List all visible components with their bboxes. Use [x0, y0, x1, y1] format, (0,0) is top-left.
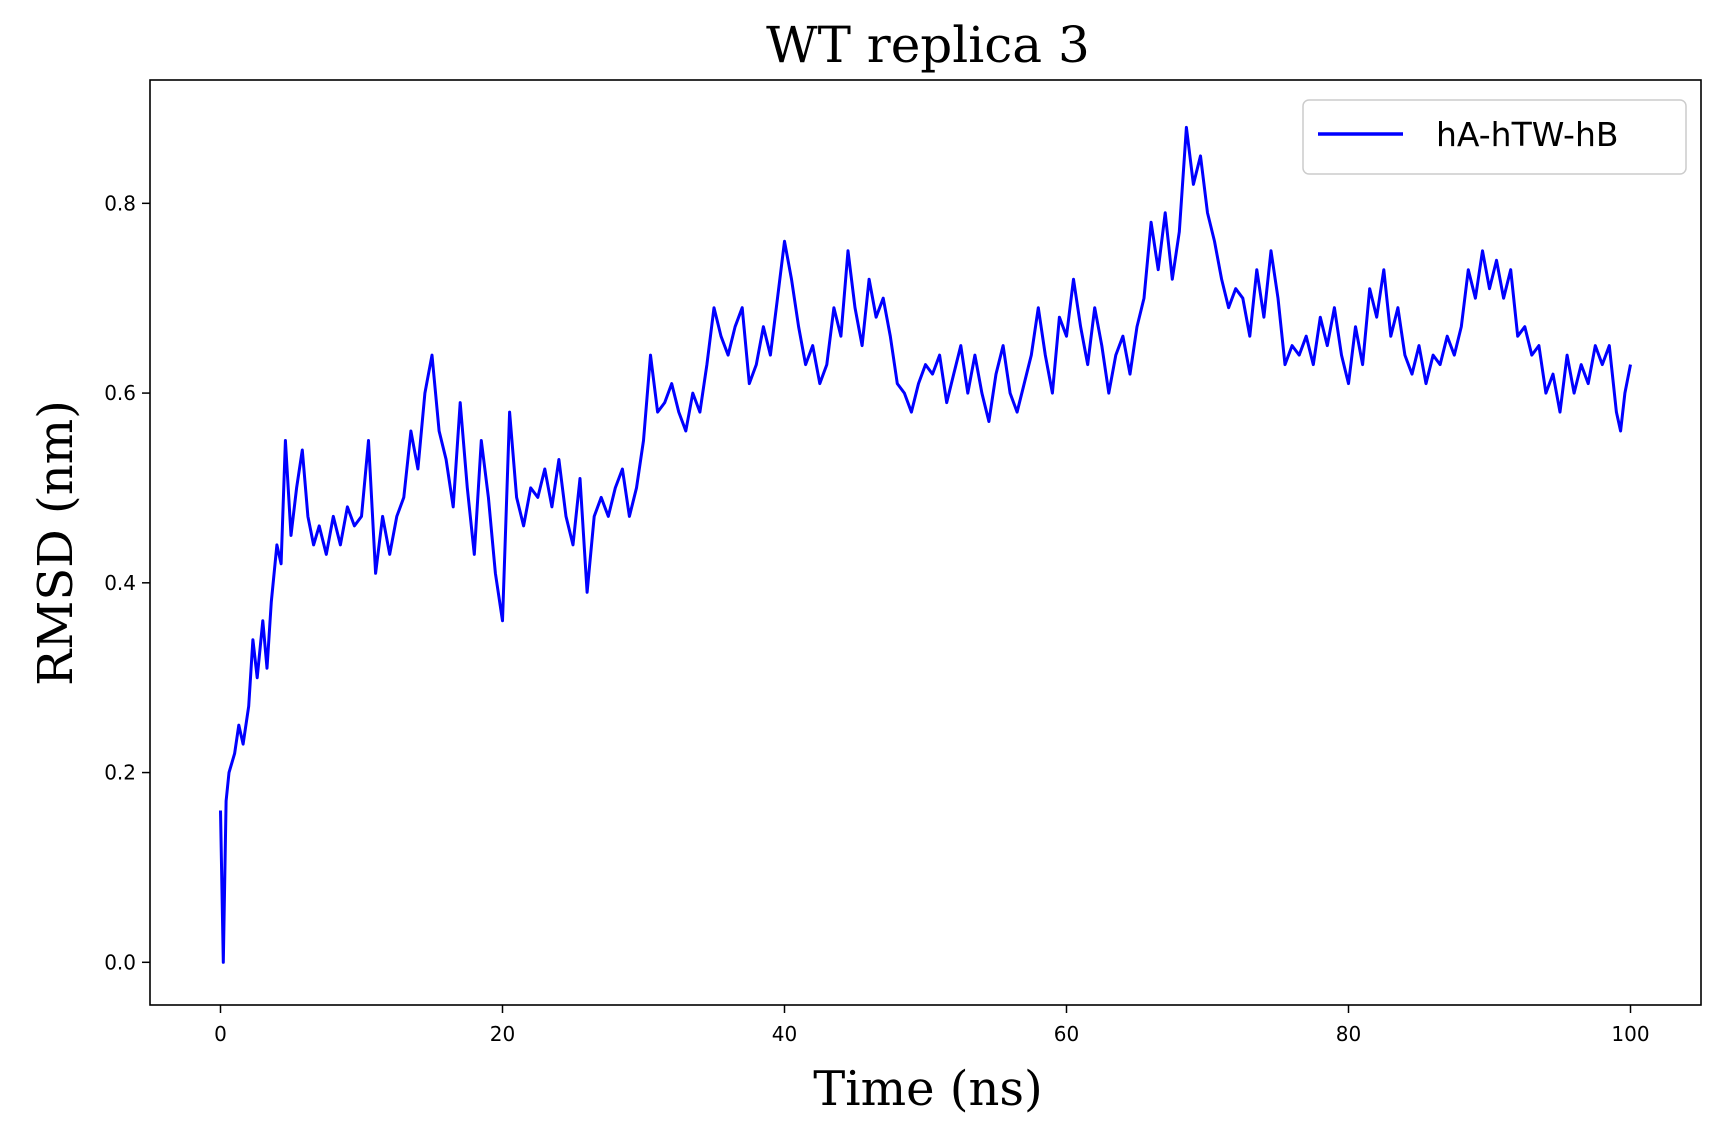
- x-tick-label: 40: [772, 1022, 797, 1046]
- legend-entry-label: hA-hTW-hB: [1436, 115, 1619, 154]
- x-tick-label: 100: [1611, 1022, 1649, 1046]
- x-axis-label: Time (ns): [813, 1061, 1043, 1117]
- series-layer: [219, 125, 1632, 964]
- series-line-0: [219, 125, 1632, 964]
- y-tick-label: 0.6: [104, 381, 136, 405]
- x-tick-label: 80: [1336, 1022, 1361, 1046]
- chart-title: WT replica 3: [766, 16, 1090, 74]
- legend-box: [1302, 99, 1687, 175]
- y-axis-label: RMSD (nm): [28, 400, 84, 686]
- y-tick-label: 0.2: [104, 761, 136, 785]
- plot-frame: [149, 79, 1702, 1006]
- x-axis-ticks: 0 20 40 60 80 100: [214, 1005, 1650, 1046]
- x-tick-label: 60: [1054, 1022, 1079, 1046]
- y-tick-label: 0.0: [104, 950, 136, 974]
- legend: hA-hTW-hB: [1302, 99, 1687, 175]
- x-tick-label: 0: [214, 1022, 227, 1046]
- x-tick-label: 20: [490, 1022, 515, 1046]
- y-tick-label: 0.4: [104, 571, 136, 595]
- y-axis-ticks: 0.0 0.2 0.4 0.6 0.8: [104, 191, 150, 974]
- y-tick-label: 0.8: [104, 191, 136, 215]
